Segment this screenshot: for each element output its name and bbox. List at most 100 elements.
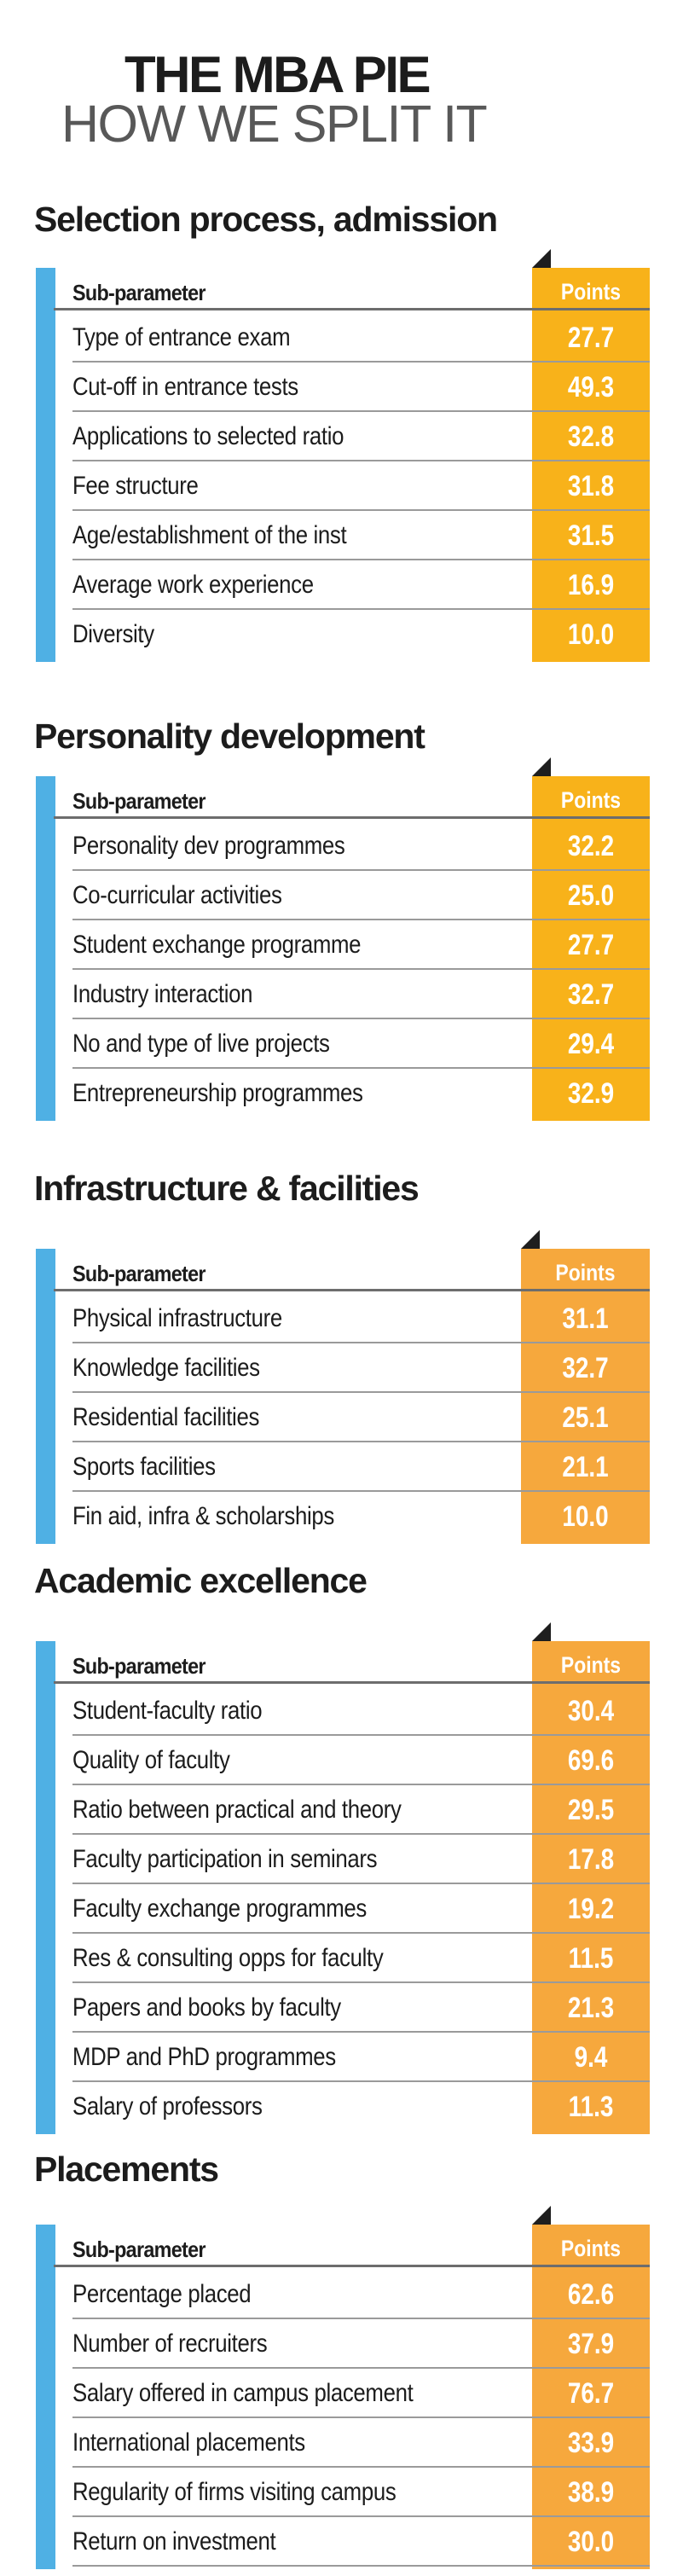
points-value: 11.5: [568, 1942, 614, 1975]
points-value: 49.3: [567, 371, 615, 403]
sub-parameter-label: MDP and PhD programmes: [72, 2043, 336, 2071]
points-value: 21.3: [567, 1992, 615, 2024]
column-header-points: Points: [560, 787, 622, 813]
accent-bar: [36, 268, 55, 662]
column-header-points: Points: [555, 1260, 616, 1285]
sub-parameter-label: Average work experience: [72, 571, 314, 599]
points-value: 10.0: [562, 1500, 609, 1533]
sub-parameter-label: Entrepreneurship programmes: [72, 1079, 363, 1107]
table-row: Fee structure 31.8: [72, 461, 650, 511]
column-header-sub-parameter: Sub-parameter: [72, 2237, 206, 2262]
points-value: 33.9: [567, 2427, 615, 2459]
points-value: 62.6: [567, 2278, 615, 2311]
column-header-sub-parameter: Sub-parameter: [72, 788, 206, 814]
infographic-title: THE MBA PIE: [124, 46, 431, 103]
table-row: Sports facilities 21.1: [72, 1442, 650, 1492]
corner-fold-icon: [532, 757, 551, 776]
sub-parameter-label: Ratio between practical and theory: [72, 1796, 402, 1824]
accent-bar: [36, 1249, 55, 1544]
table-row: Age/establishment of the inst 31.5: [72, 511, 650, 560]
sub-parameter-label: Faculty exchange programmes: [72, 1894, 367, 1923]
column-header-sub-parameter: Sub-parameter: [72, 1653, 206, 1679]
sub-parameter-label: Faculty participation in seminars: [72, 1845, 378, 1873]
points-value: 29.5: [567, 1794, 615, 1826]
points-value: 25.1: [562, 1401, 609, 1434]
sub-parameter-label: Sports facilities: [72, 1453, 216, 1481]
table-row: Salary of professors 11.3: [72, 2082, 650, 2132]
points-value: 38.9: [567, 2476, 615, 2509]
sub-parameter-label: Physical infrastructure: [72, 1304, 282, 1332]
points-value: 76.7: [567, 2377, 615, 2410]
column-header-points: Points: [560, 1652, 622, 1678]
sub-parameter-label: Knowledge facilities: [72, 1354, 260, 1382]
column-header-points: Points: [560, 2236, 622, 2261]
column-header-sub-parameter: Sub-parameter: [72, 280, 206, 305]
section-title: Selection process, admission: [34, 200, 498, 239]
table-row: Percentage placed 62.6: [72, 2270, 650, 2319]
table-row: Personality dev programmes 32.2: [72, 821, 650, 871]
sub-parameter-label: Percentage placed: [72, 2280, 252, 2308]
sub-parameter-label: Age/establishment of the inst: [72, 521, 347, 549]
sub-parameter-table: Sub-parameter Points Type of entrance exam…: [36, 249, 650, 662]
table-row: Fin aid, infra & scholarships 10.0: [72, 1492, 650, 1541]
table-row: Diversity 10.0: [72, 610, 650, 659]
section-title: Placements: [34, 2150, 219, 2189]
sub-parameter-label: Number of recruiters: [72, 2329, 268, 2358]
sub-parameter-label: Fin aid, infra & scholarships: [72, 1502, 334, 1530]
accent-bar: [36, 776, 55, 1121]
table-row: Entrepreneurship programmes 32.9: [72, 1069, 650, 1118]
sub-parameter-label: Residential facilities: [72, 1403, 260, 1431]
table-row: Res & consulting opps for faculty 11.5: [72, 1934, 650, 1983]
table-row: International placements 33.9: [72, 2418, 650, 2468]
corner-fold-icon: [521, 1230, 540, 1249]
sub-parameter-label: Quality of faculty: [72, 1746, 230, 1774]
points-value: 32.7: [567, 978, 615, 1011]
points-value: 16.9: [567, 569, 615, 601]
table-row: Number of recruiters 37.9: [72, 2319, 650, 2369]
points-value: 37.9: [567, 2328, 615, 2360]
sub-parameter-label: Papers and books by faculty: [72, 1993, 341, 2022]
points-value: 25.0: [567, 879, 615, 912]
sub-parameter-label: Industry interaction: [72, 980, 253, 1008]
table-header: Sub-parameter Points: [54, 776, 650, 819]
table-row: Cut-off in entrance tests 49.3: [72, 363, 650, 412]
table-row: Residential facilities 25.1: [72, 1393, 650, 1442]
column-header-points: Points: [560, 279, 622, 305]
points-column-background: [532, 1622, 650, 2134]
table-row: No and type of live projects 29.4: [72, 1019, 650, 1069]
sub-parameter-label: Co-curricular activities: [72, 881, 282, 909]
section-title: Infrastructure & facilities: [34, 1169, 420, 1208]
points-value: 11.3: [568, 2091, 614, 2123]
points-value: 30.0: [567, 2526, 615, 2558]
points-value: 9.4: [574, 2041, 608, 2074]
column-header-sub-parameter: Sub-parameter: [72, 1261, 206, 1286]
infographic-subtitle: HOW WE SPLIT IT: [61, 95, 488, 153]
sub-parameter-table: Sub-parameter Points Student-faculty ratio…: [36, 1622, 650, 2134]
table-row: Student exchange programme 27.7: [72, 920, 650, 970]
section-title: Personality development: [34, 717, 425, 756]
table-row: Knowledge facilities 32.7: [72, 1343, 650, 1393]
points-value: 29.4: [567, 1028, 615, 1060]
sub-parameter-label: Fee structure: [72, 472, 199, 500]
sub-parameter-label: Salary of professors: [72, 2092, 263, 2121]
accent-bar: [36, 1641, 55, 2134]
table-row: Regularity of firms visiting campus 38.9: [72, 2468, 650, 2517]
table-row: Return on investment 30.0: [72, 2517, 650, 2567]
table-header: Sub-parameter Points: [54, 2225, 650, 2267]
sub-parameter-label: International placements: [72, 2428, 305, 2457]
sub-parameter-label: Applications to selected ratio: [72, 422, 344, 450]
sub-parameter-label: Diversity: [72, 620, 154, 648]
sub-parameter-label: Res & consulting opps for faculty: [72, 1944, 384, 1972]
points-value: 69.6: [567, 1744, 615, 1777]
sub-parameter-label: Regularity of firms visiting campus: [72, 2478, 396, 2506]
table-row: Papers and books by faculty 21.3: [72, 1983, 650, 2033]
points-value: 27.7: [567, 929, 615, 961]
table-row: Average work experience 16.9: [72, 560, 650, 610]
sub-parameter-table: Sub-parameter Points Personality dev progr…: [36, 757, 650, 1121]
sub-parameter-label: No and type of live projects: [72, 1030, 330, 1058]
sub-parameter-label: Student exchange programme: [72, 931, 362, 959]
table-row: Physical infrastructure 31.1: [72, 1294, 650, 1343]
table-row: Applications to selected ratio 32.8: [72, 412, 650, 461]
table-row: Quality of faculty 69.6: [72, 1736, 650, 1785]
sub-parameter-label: Student-faculty ratio: [72, 1697, 263, 1725]
